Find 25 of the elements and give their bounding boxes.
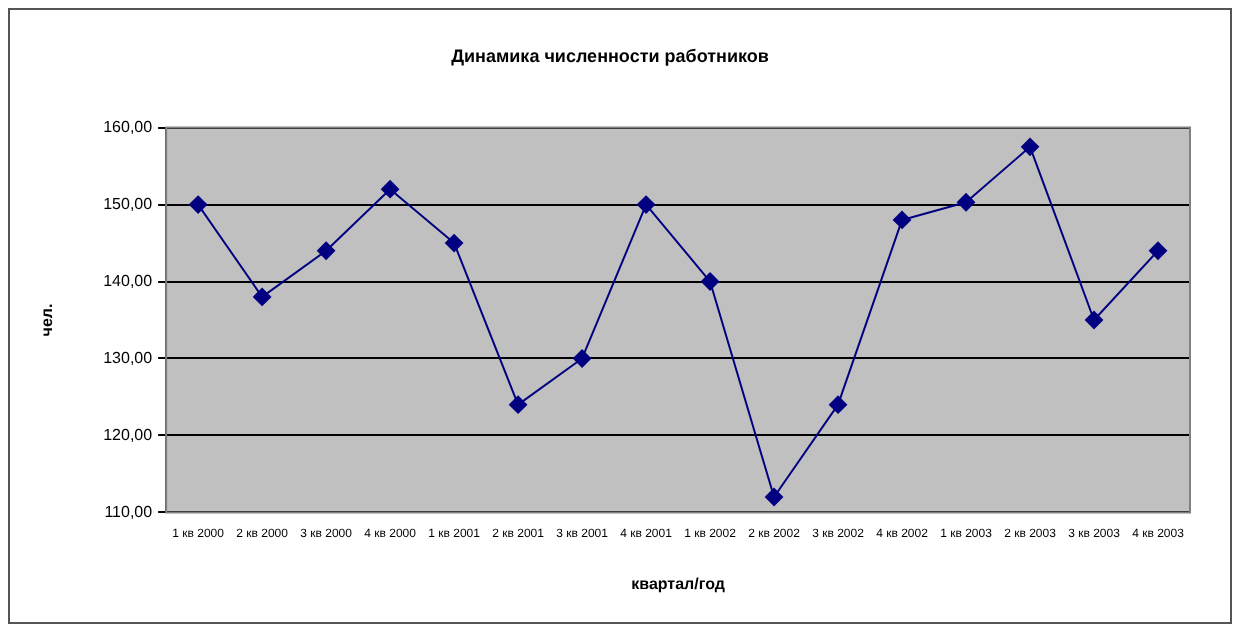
y-tick-label: 120,00 bbox=[103, 425, 154, 444]
point bbox=[1149, 241, 1167, 260]
y-tick-label: 150,00 bbox=[103, 194, 154, 213]
y-tick-label: 130,00 bbox=[103, 348, 154, 367]
y-tick-label: 140,00 bbox=[103, 271, 154, 290]
point bbox=[1021, 137, 1040, 156]
point bbox=[381, 180, 400, 199]
point bbox=[573, 349, 592, 368]
point bbox=[509, 395, 528, 414]
point bbox=[445, 234, 464, 253]
y-tick-label: 110,00 bbox=[104, 502, 154, 521]
point bbox=[765, 488, 784, 507]
point bbox=[1085, 311, 1104, 329]
point bbox=[701, 272, 720, 291]
chart-title: Динамика численности работников bbox=[451, 45, 770, 66]
point bbox=[637, 195, 656, 214]
x-axis-title: квартал/год bbox=[631, 574, 725, 593]
y-tick-label: 160,00 bbox=[103, 118, 154, 137]
point bbox=[829, 395, 848, 414]
point bbox=[189, 195, 208, 214]
point bbox=[317, 241, 336, 260]
point bbox=[893, 210, 912, 229]
point bbox=[957, 193, 976, 212]
point bbox=[253, 287, 272, 306]
y-axis-title: чел. bbox=[38, 303, 57, 337]
